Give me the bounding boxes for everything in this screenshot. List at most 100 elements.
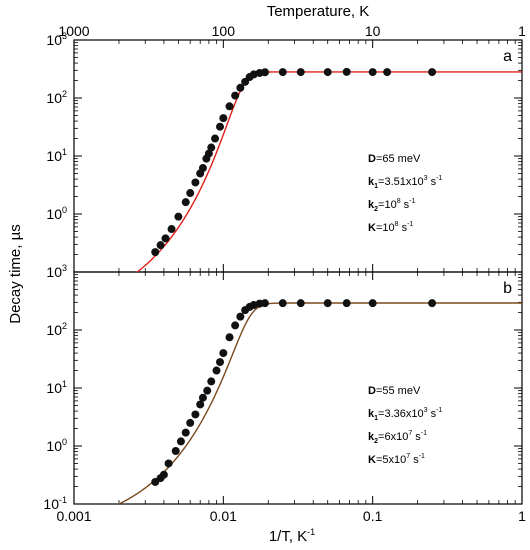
param-superscript: 3: [424, 175, 428, 182]
panel-b-data-point: [181, 428, 190, 437]
panel-b-data-point: [236, 312, 245, 321]
panel-b-data-point: [198, 393, 207, 402]
param-unit-superscript: -1: [407, 221, 413, 228]
param-name: k: [368, 408, 375, 420]
data-points: [151, 67, 437, 486]
x-tick-label: 0.01: [210, 508, 237, 524]
panel-b-data-point: [191, 410, 200, 419]
param-value: =5x10: [376, 454, 406, 466]
param-superscript: 8: [397, 198, 401, 205]
panel-a-data-point: [181, 198, 190, 207]
bottom-axis-title-main: 1/T, K: [269, 528, 307, 545]
panel-b-data-point: [216, 358, 225, 367]
param-unit-superscript: -1: [419, 453, 425, 460]
panel-a-data-point: [296, 68, 305, 77]
panel-b-data-point: [368, 299, 377, 308]
y-tick-exponent: 0: [62, 205, 67, 215]
panel-b-data-point: [428, 299, 437, 308]
panel-a-data-point: [342, 67, 351, 76]
y-tick-label: 103: [46, 263, 67, 280]
y-tick-label: 101: [46, 379, 67, 396]
panel-b-data-point: [196, 400, 205, 409]
y-tick-exponent: -1: [59, 495, 67, 505]
panel-a-data-point: [174, 212, 183, 221]
param-name: k: [368, 199, 375, 211]
top-axis-title: Temperature, K: [267, 3, 370, 20]
y-tick-label: 102: [46, 321, 67, 338]
y-tick-mantissa: 10: [46, 438, 62, 454]
param-value: =10: [378, 199, 397, 211]
panel-b-data-point: [212, 366, 221, 375]
param-subscript: 1: [374, 415, 378, 422]
panel-b-data-point: [171, 446, 180, 455]
panel-a-data-point: [186, 189, 195, 198]
param-unit-superscript: -1: [409, 198, 415, 205]
panel-a-data-point: [151, 248, 160, 257]
panel-b-data-point: [203, 386, 212, 395]
param-name: K: [368, 222, 376, 234]
bottom-axis-title: 1/T, K-1: [269, 527, 315, 545]
y-tick-mantissa: 10: [46, 32, 62, 48]
param-name: K: [368, 454, 376, 466]
panel-a-data-point: [428, 68, 437, 77]
y-tick-mantissa: 10: [46, 90, 62, 106]
y-tick-label: 100: [46, 437, 67, 454]
bottom-axis-title-sup: -1: [307, 527, 315, 537]
param-superscript: 8: [395, 221, 399, 228]
panel-a-param: D=65 meV: [368, 153, 421, 165]
param-name: k: [368, 431, 375, 443]
y-tick-mantissa: 10: [46, 206, 62, 222]
param-subscript: 2: [374, 206, 378, 213]
panel-b-frame: [73, 271, 523, 505]
panel-a-data-point: [278, 68, 287, 77]
panel-a-data-point: [167, 225, 176, 234]
panel-a-data-point: [383, 68, 392, 77]
param-value: =10: [376, 222, 395, 234]
y-axis-title: Decay time, µs: [7, 224, 24, 324]
param-name: D: [368, 385, 376, 397]
panel-a-label: a: [503, 48, 512, 65]
param-value: =55 meV: [376, 385, 421, 397]
y-tick-exponent: 0: [62, 437, 67, 447]
panel-b-data-point: [176, 437, 185, 446]
panel-a-data-point: [219, 114, 228, 123]
panel-a-data-point: [161, 234, 170, 243]
panel-b-data-point: [231, 321, 240, 330]
panel-a-data-point: [260, 68, 269, 77]
panel-b-param: D=55 meV: [368, 385, 421, 397]
y-tick-mantissa: 10: [46, 380, 62, 396]
y-tick-mantissa: 10: [46, 148, 62, 164]
panel-a-data-point: [323, 68, 332, 77]
y-tick-exponent: 1: [62, 147, 67, 157]
panel-a-data-point: [216, 122, 225, 131]
y-tick-mantissa: 10: [46, 264, 62, 280]
y-tick-exponent: 3: [62, 31, 67, 41]
x-tick-label: 0.001: [56, 508, 91, 524]
panel-a-data-point: [225, 102, 234, 111]
param-subscript: 2: [374, 438, 378, 445]
panel-a-data-point: [204, 149, 213, 158]
panel-b-data-point: [260, 299, 269, 308]
panel-a-data-point: [368, 68, 377, 77]
panel-a-data-point: [191, 178, 200, 187]
panel-a-data-point: [236, 83, 245, 92]
panel-b-label: b: [503, 280, 512, 297]
panel-a-data-point: [231, 91, 240, 100]
panel-b-data-point: [278, 299, 287, 308]
param-value: =3.36x10: [378, 408, 424, 420]
panel-a-fit-curve: [136, 71, 522, 272]
panel-b-data-point: [342, 299, 351, 308]
panel-b-fit-curve: [117, 302, 522, 504]
top-tick-label: 100: [212, 23, 236, 39]
panel-b-data-point: [219, 349, 228, 358]
panel-b-param: k1=3.36x103 s-1: [368, 407, 442, 422]
panel-a-data-point: [198, 164, 207, 173]
y-tick-label: 10-1: [43, 495, 67, 512]
param-unit-superscript: -1: [436, 407, 442, 414]
axis-labels: 1000 100 10 10.001 0.01 0.1 110010110210310-11…: [43, 23, 526, 524]
top-tick-label: 1: [518, 23, 526, 39]
panel-b-param: K=5x107 s-1: [368, 453, 425, 466]
top-tick-label: 10: [365, 23, 381, 39]
panel-b-data-point: [225, 333, 234, 342]
